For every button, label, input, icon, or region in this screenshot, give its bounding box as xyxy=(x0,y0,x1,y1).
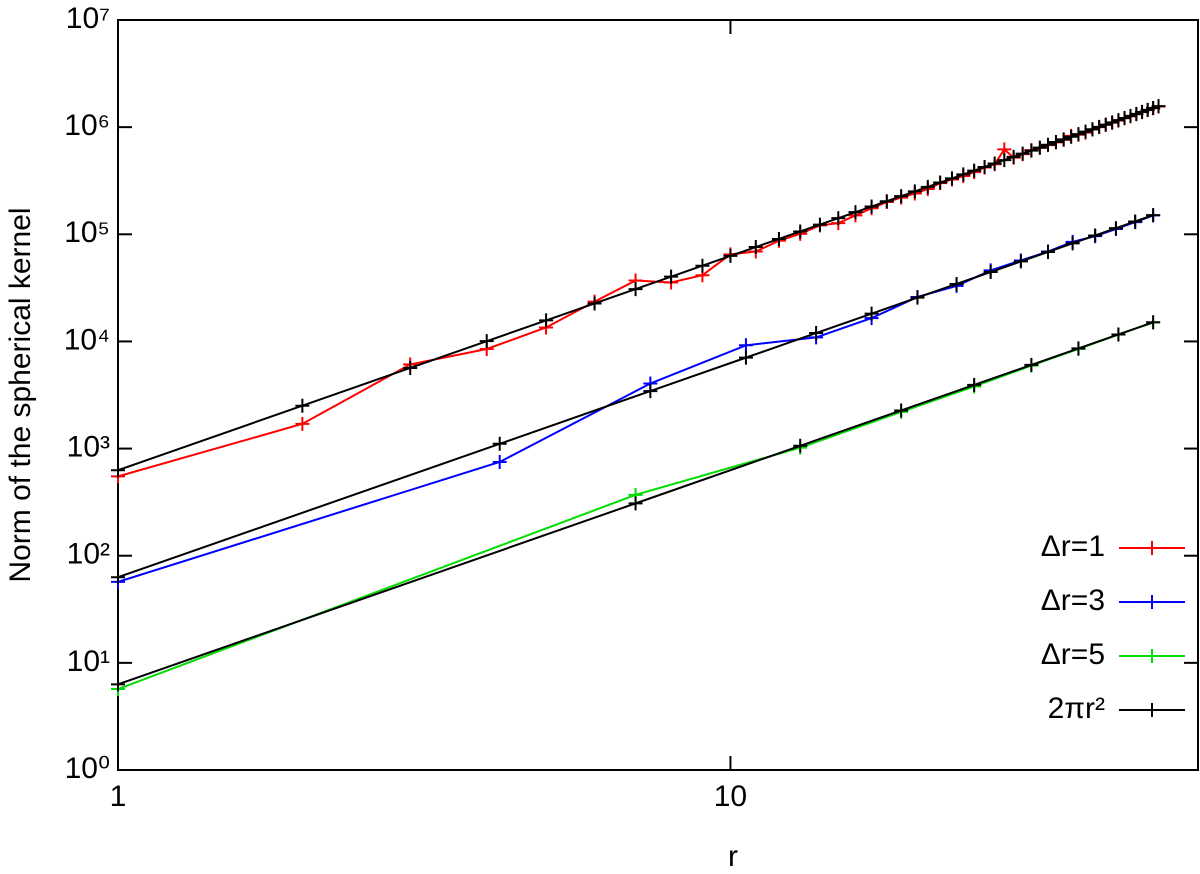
point-marker xyxy=(1071,341,1086,356)
point-marker xyxy=(967,163,982,178)
point-marker xyxy=(907,184,922,199)
point-marker xyxy=(949,276,964,291)
y-tick-label: 10⁵ xyxy=(64,216,110,249)
series-line xyxy=(117,105,1159,686)
point-marker xyxy=(956,167,971,182)
point-marker xyxy=(403,360,418,375)
point-marker xyxy=(1128,214,1143,229)
point-marker xyxy=(1085,122,1100,137)
point-marker xyxy=(628,282,643,297)
point-marker xyxy=(1065,236,1080,251)
point-marker xyxy=(1092,119,1107,134)
point-marker xyxy=(1078,124,1093,139)
point-marker xyxy=(793,224,808,239)
point-marker xyxy=(879,194,894,209)
point-marker xyxy=(111,570,125,585)
point-marker xyxy=(643,384,658,399)
point-marker xyxy=(920,179,935,194)
point-marker xyxy=(1111,327,1126,342)
point-marker xyxy=(748,240,763,255)
y-tick-label: 10⁶ xyxy=(64,109,110,142)
point-marker xyxy=(479,334,494,349)
point-marker xyxy=(997,153,1012,168)
point-marker xyxy=(1015,146,1030,161)
point-marker xyxy=(738,338,753,353)
legend-label: 2πr² xyxy=(1048,692,1105,725)
point-marker xyxy=(1129,106,1144,121)
point-marker xyxy=(695,258,710,273)
point-marker xyxy=(933,175,948,190)
point-marker xyxy=(738,350,753,365)
point-marker xyxy=(1013,254,1028,269)
legend-marker xyxy=(1145,541,1159,555)
point-marker xyxy=(1151,99,1166,114)
legend-marker xyxy=(1145,703,1159,717)
x-axis-label: r xyxy=(728,840,738,873)
point-marker xyxy=(1041,137,1055,152)
point-marker xyxy=(664,269,679,284)
point-marker xyxy=(848,205,863,220)
legend-marker xyxy=(1145,595,1159,609)
point-marker xyxy=(111,463,125,478)
point-marker xyxy=(983,265,998,280)
y-tick-label: 10⁷ xyxy=(66,2,110,35)
point-marker xyxy=(1056,132,1071,147)
point-marker xyxy=(831,211,846,226)
point-marker xyxy=(793,438,808,453)
point-marker xyxy=(1032,140,1047,155)
y-tick-label: 10¹ xyxy=(67,645,110,678)
point-marker xyxy=(1117,111,1132,126)
point-marker xyxy=(1105,115,1120,130)
point-marker xyxy=(492,436,507,451)
point-marker xyxy=(628,496,643,511)
point-marker xyxy=(587,296,602,311)
point-marker xyxy=(295,416,310,431)
y-tick-label: 10² xyxy=(67,538,110,571)
y-tick-label: 10⁰ xyxy=(65,752,110,785)
point-marker xyxy=(1024,143,1039,158)
legend-label: Δr=1 xyxy=(1041,530,1105,563)
point-marker xyxy=(1024,357,1039,372)
point-marker xyxy=(864,199,879,214)
y-tick-label: 10³ xyxy=(67,430,110,463)
point-marker xyxy=(1108,221,1123,236)
legend-label: Δr=3 xyxy=(1041,584,1105,617)
point-marker xyxy=(1048,135,1063,150)
point-marker xyxy=(1064,129,1079,144)
y-tick-label: 10⁴ xyxy=(64,323,110,356)
x-tick-label: 1 xyxy=(110,780,127,813)
x-tick-label: 10 xyxy=(714,780,747,813)
point-marker xyxy=(539,313,554,328)
point-marker xyxy=(492,454,507,469)
point-marker xyxy=(987,156,1002,171)
point-marker xyxy=(1098,117,1113,132)
point-marker xyxy=(967,377,982,392)
legend-marker xyxy=(1145,649,1159,663)
point-marker xyxy=(295,398,310,413)
point-marker xyxy=(864,306,879,321)
point-marker xyxy=(1071,127,1086,142)
point-marker xyxy=(111,677,125,692)
point-marker xyxy=(771,231,786,246)
point-marker xyxy=(944,171,959,186)
point-marker xyxy=(809,326,824,341)
point-marker xyxy=(894,403,909,418)
point-marker xyxy=(1088,228,1103,243)
y-axis-label: Norm of the spherical kernel xyxy=(4,207,37,582)
point-marker xyxy=(1041,244,1055,259)
point-marker xyxy=(812,217,827,232)
legend-label: Δr=5 xyxy=(1041,638,1105,671)
point-marker xyxy=(1146,208,1161,223)
point-marker xyxy=(1111,113,1126,128)
point-marker xyxy=(723,248,738,263)
point-marker xyxy=(894,189,909,204)
point-marker xyxy=(1123,108,1138,123)
point-marker xyxy=(910,290,925,305)
point-marker xyxy=(1146,315,1161,330)
point-marker xyxy=(977,159,992,174)
point-marker xyxy=(1006,149,1021,164)
series-line xyxy=(117,105,1159,478)
plot-frame xyxy=(117,19,1199,771)
